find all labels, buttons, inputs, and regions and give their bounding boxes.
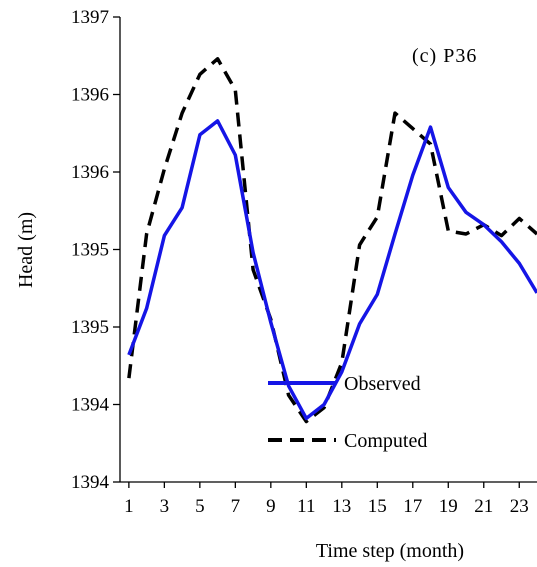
x-tick-label: 17: [403, 496, 422, 517]
x-tick-label: 5: [195, 496, 205, 517]
x-tick-label: 19: [439, 496, 458, 517]
series-line-observed: [127, 119, 537, 421]
x-tick-label: 1: [124, 496, 134, 517]
y-tick-label: 1394: [71, 472, 110, 493]
x-tick-label: 21: [474, 496, 493, 517]
x-tick-label: 7: [231, 496, 241, 517]
panel-label: (c) P36: [412, 45, 477, 67]
x-tick-label: 9: [266, 496, 276, 517]
legend-label-computed: Computed: [344, 430, 427, 452]
series-line-computed: [127, 57, 537, 424]
x-axis-ticks: 1 3 5 7 9 11 13 15 17 19 21 23: [124, 482, 529, 517]
y-tick-label: 1396: [71, 85, 109, 106]
x-tick-label: 15: [368, 496, 387, 517]
y-tick-label: 1397: [71, 7, 109, 28]
y-axis-ticks: 1394 1394 1395 1395 1396 1396 1397: [71, 7, 120, 493]
y-tick-label: 1395: [71, 240, 109, 261]
x-axis-title: Time step (month): [316, 540, 464, 562]
y-axis-title: Head (m): [15, 212, 37, 288]
legend-label-observed: Observed: [344, 373, 421, 395]
x-tick-label: 11: [297, 496, 315, 517]
x-tick-label: 13: [332, 496, 351, 517]
x-tick-label: 23: [510, 496, 529, 517]
y-tick-label: 1394: [71, 395, 110, 416]
series-layer: [127, 57, 537, 424]
x-tick-label: 3: [160, 496, 170, 517]
legend: Observed Computed: [268, 373, 427, 452]
y-tick-label: 1395: [71, 317, 109, 338]
y-tick-label: 1396: [71, 162, 109, 183]
